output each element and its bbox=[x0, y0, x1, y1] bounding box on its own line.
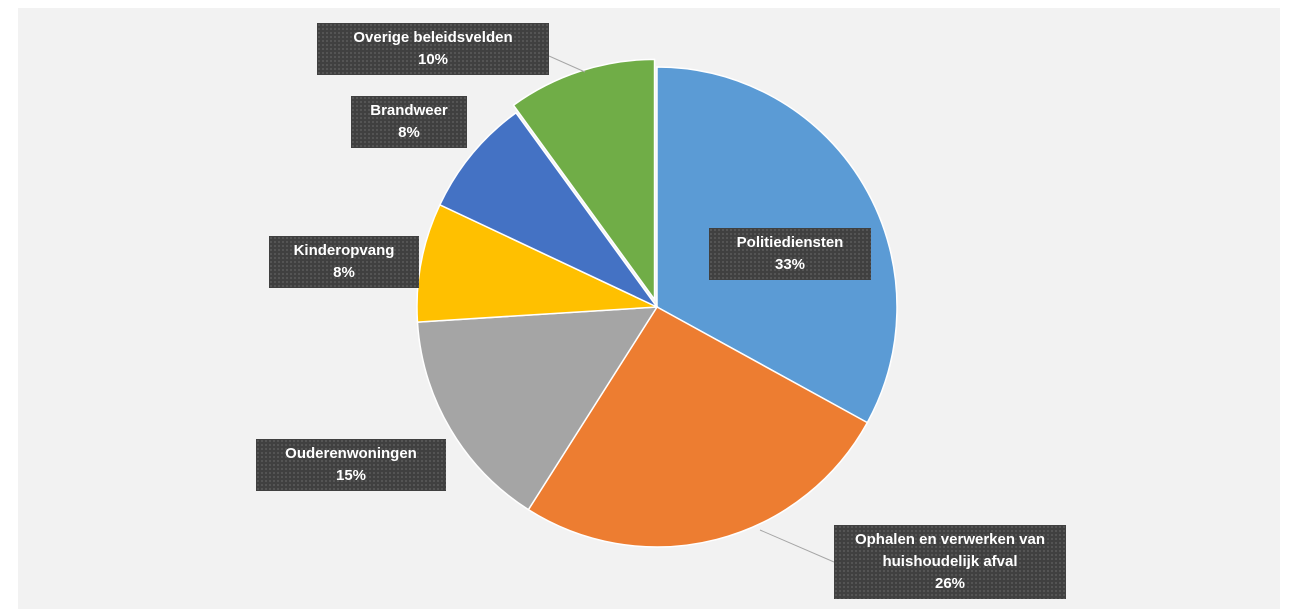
label-value: 8% bbox=[398, 124, 420, 141]
label-name: Ophalen en verwerken van huishoudelijk a… bbox=[854, 531, 1046, 570]
data-label: Ophalen en verwerken van huishoudelijk a… bbox=[834, 525, 1066, 599]
data-label: Ouderenwoningen 15% bbox=[256, 439, 446, 491]
label-value: 26% bbox=[934, 575, 966, 592]
pie-slice bbox=[527, 306, 869, 548]
pie-slice bbox=[416, 203, 658, 323]
leader-line bbox=[548, 55, 586, 73]
label-value: 15% bbox=[335, 467, 367, 484]
label-value: 33% bbox=[774, 256, 806, 273]
data-label: Overige beleidsvelden 10% bbox=[317, 23, 549, 75]
data-label: Politiediensten 33% bbox=[709, 228, 871, 280]
label-name: Politiediensten bbox=[736, 234, 844, 251]
data-label: Brandweer 8% bbox=[351, 96, 467, 148]
data-label: Kinderopvang 8% bbox=[269, 236, 419, 288]
pie-slice bbox=[438, 111, 658, 308]
pie-slice bbox=[512, 58, 656, 302]
leader-line bbox=[759, 529, 835, 563]
label-value: 8% bbox=[333, 264, 355, 281]
label-value: 10% bbox=[417, 51, 449, 68]
label-name: Overige beleidsvelden bbox=[353, 29, 513, 46]
label-name: Brandweer bbox=[370, 102, 448, 119]
label-name: Kinderopvang bbox=[293, 242, 395, 259]
label-name: Ouderenwoningen bbox=[285, 445, 417, 462]
pie-slice bbox=[416, 306, 659, 511]
